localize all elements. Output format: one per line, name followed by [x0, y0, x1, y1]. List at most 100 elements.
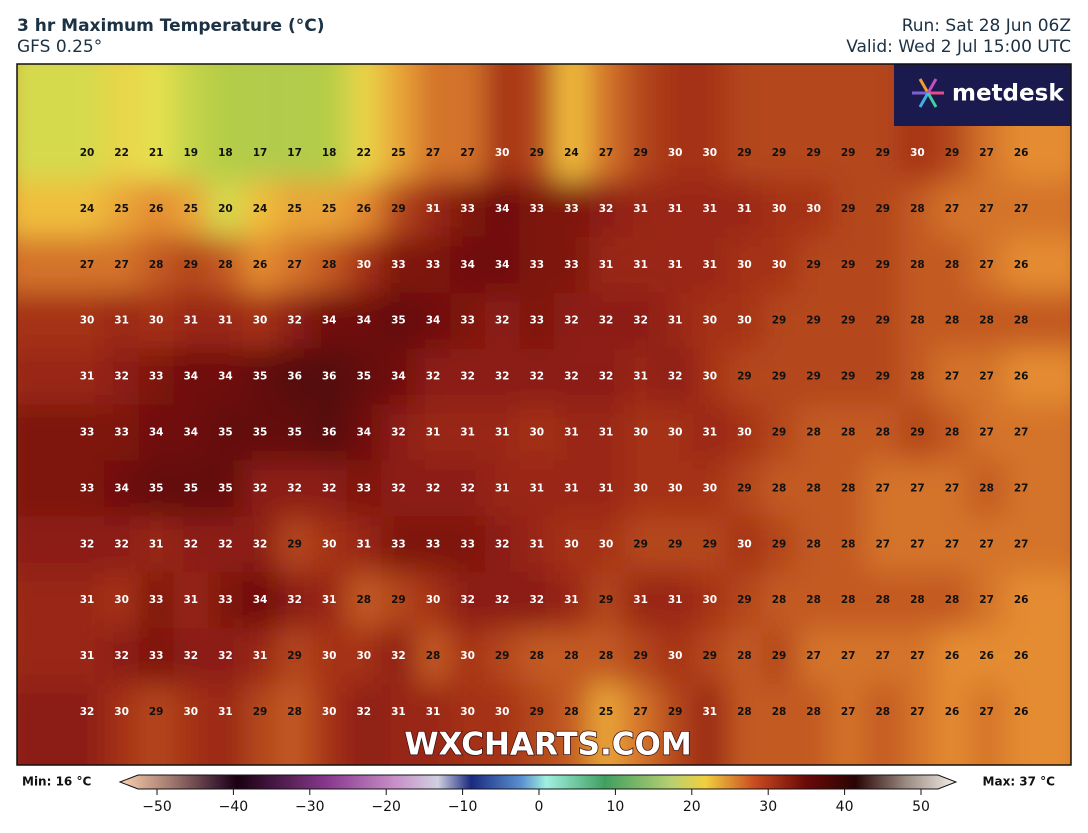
heat-cell: [104, 404, 139, 461]
heat-cell: [554, 348, 589, 405]
temperature-value: 31: [668, 315, 683, 327]
heat-cell: [1003, 292, 1071, 349]
heat-cell: [311, 628, 347, 685]
heat-cell: [761, 404, 797, 461]
temperature-value: 27: [1014, 538, 1029, 550]
heat-cell: [830, 404, 866, 461]
heat-cell: [415, 292, 451, 349]
value-grid: 20 22 21 19 18 17 17 18 22 25 27 27 30 29 24 27 29 30 30 29…: [80, 147, 1029, 718]
temperature-value: 32: [253, 482, 268, 494]
temperature-value: 32: [218, 650, 233, 662]
colorbar-tick-label: −30: [295, 799, 325, 815]
heat-cell: [450, 180, 485, 237]
temperature-value: 33: [391, 259, 406, 271]
temperature-value: 35: [287, 427, 302, 439]
temperature-value: 33: [529, 203, 544, 215]
heat-cell: [311, 404, 347, 461]
heat-cell: [969, 516, 1004, 573]
heat-cell: [934, 236, 970, 293]
temperature-value: 31: [356, 538, 371, 550]
heat-cell: [450, 684, 485, 765]
heat-cell: [173, 516, 209, 573]
heat-cell: [138, 292, 174, 349]
temperature-value: 27: [1014, 203, 1029, 215]
heat-cell: [657, 404, 693, 461]
heat-cell: [588, 460, 624, 517]
heat-cell: [969, 292, 1004, 349]
heat-cell: [588, 348, 624, 405]
temperature-value: 29: [806, 371, 821, 383]
heat-cell: [900, 180, 935, 237]
heat-cell: [727, 180, 762, 237]
temperature-value: 32: [80, 538, 95, 550]
heat-cell: [934, 292, 970, 349]
heat-cell: [277, 628, 312, 685]
heat-cell: [138, 460, 174, 517]
temperature-value: 30: [772, 259, 787, 271]
heat-cell: [138, 572, 174, 629]
temperature-value: 34: [356, 427, 371, 439]
logo-icon: [912, 78, 944, 108]
heat-cell: [969, 404, 1004, 461]
temperature-value: 31: [80, 650, 95, 662]
temperature-value: 32: [495, 315, 510, 327]
heat-cell: [17, 684, 105, 765]
valid: Valid: Wed 2 Jul 15:00 UTC: [846, 37, 1071, 57]
temperature-value: 31: [218, 315, 233, 327]
temperature-value: 30: [737, 259, 752, 271]
temperature-value: 31: [253, 650, 268, 662]
heat-cell: [623, 64, 658, 181]
heat-cell: [796, 404, 831, 461]
heat-cell: [519, 236, 555, 293]
temperature-value: 31: [702, 706, 717, 718]
temperature-value: 22: [114, 147, 129, 159]
heat-cell: [17, 236, 105, 293]
temperature-value: 29: [806, 147, 821, 159]
temperature-value: 32: [183, 538, 198, 550]
heat-cell: [208, 460, 243, 517]
heat-cell: [484, 64, 520, 181]
heat-cell: [450, 516, 485, 573]
temperature-value: 31: [426, 706, 441, 718]
temperature-value: 27: [633, 706, 648, 718]
heat-cell: [311, 292, 347, 349]
temperature-value: 30: [806, 203, 821, 215]
temperature-value: 30: [564, 538, 579, 550]
heat-cell: [173, 460, 209, 517]
heat-cell: [311, 516, 347, 573]
heat-cell: [277, 180, 312, 237]
heat-cell: [484, 404, 520, 461]
heat-cell: [865, 292, 901, 349]
heat-cell: [727, 460, 762, 517]
temperature-value: 27: [979, 147, 994, 159]
temperature-value: 19: [183, 147, 198, 159]
heat-cell: [554, 292, 589, 349]
temperature-value: 32: [114, 650, 129, 662]
temperature-value: 32: [114, 538, 129, 550]
temperature-value: 18: [218, 147, 233, 159]
temperature-value: 27: [875, 650, 890, 662]
temperature-value: 32: [80, 706, 95, 718]
temperature-value: 31: [633, 259, 648, 271]
temperature-value: 32: [253, 538, 268, 550]
heat-cell: [242, 404, 278, 461]
heat-cell: [277, 236, 312, 293]
temperature-value: 30: [599, 538, 614, 550]
temperature-value: 27: [287, 259, 302, 271]
temperature-value: 31: [633, 594, 648, 606]
temperature-value: 28: [529, 650, 544, 662]
temperature-value: 31: [564, 482, 579, 494]
heat-cell: [415, 684, 451, 765]
heat-cell: [692, 516, 728, 573]
temperature-value: 28: [910, 315, 925, 327]
temperature-value: 30: [529, 427, 544, 439]
temperature-value: 30: [460, 706, 475, 718]
temperature-value: 32: [460, 482, 475, 494]
temperature-value: 30: [668, 147, 683, 159]
temperature-value: 31: [114, 315, 129, 327]
heat-cell: [381, 64, 416, 181]
heat-cell: [346, 236, 382, 293]
temperature-value: 30: [322, 650, 337, 662]
temperature-value: 35: [253, 427, 268, 439]
temperature-value: 34: [183, 427, 198, 439]
